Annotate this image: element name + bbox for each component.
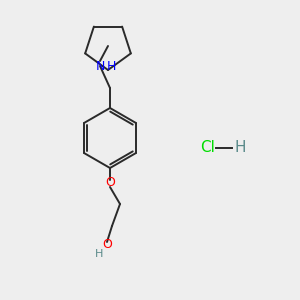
- Text: O: O: [105, 176, 115, 188]
- Text: H: H: [235, 140, 247, 155]
- Text: H: H: [106, 61, 116, 74]
- Text: H: H: [95, 249, 103, 259]
- Text: Cl: Cl: [200, 140, 215, 155]
- Text: O: O: [102, 238, 112, 250]
- Text: N: N: [95, 59, 105, 73]
